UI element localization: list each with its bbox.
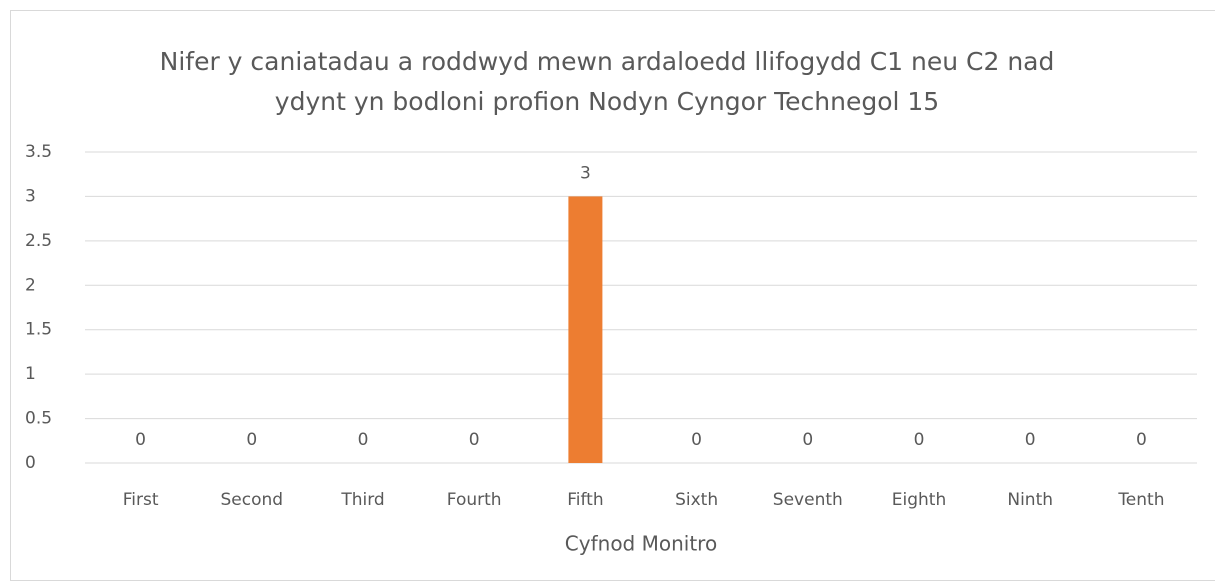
data-label: 0 xyxy=(1136,430,1147,450)
data-label: 0 xyxy=(358,430,369,450)
bar xyxy=(568,196,603,463)
x-tick-label: Fourth xyxy=(447,490,502,510)
data-label: 0 xyxy=(246,430,257,450)
y-tick-label: 0 xyxy=(25,453,36,473)
y-tick-label: 0.5 xyxy=(25,409,52,429)
y-tick-label: 1 xyxy=(25,364,36,384)
x-tick-label: First xyxy=(123,490,159,510)
x-axis-label: Cyfnod Monitro xyxy=(565,532,717,556)
y-tick-label: 3 xyxy=(25,186,36,206)
x-tick-label: Eighth xyxy=(892,490,946,510)
y-tick-label: 1.5 xyxy=(25,320,52,340)
data-label: 0 xyxy=(1025,430,1036,450)
x-tick-label: Ninth xyxy=(1007,490,1053,510)
x-tick-label: Fifth xyxy=(567,490,603,510)
x-tick-label: Third xyxy=(340,490,384,510)
chart-title: Nifer y caniatadau a roddwyd mewn ardalo… xyxy=(159,47,1055,116)
y-tick-label: 2.5 xyxy=(25,231,52,251)
y-tick-label: 3.5 xyxy=(25,142,52,162)
y-tick-label: 2 xyxy=(25,275,36,295)
data-label: 3 xyxy=(580,163,591,183)
data-label: 0 xyxy=(914,430,925,450)
x-tick-label: Seventh xyxy=(773,490,843,510)
data-label: 0 xyxy=(691,430,702,450)
data-label: 0 xyxy=(469,430,480,450)
data-label: 0 xyxy=(802,430,813,450)
x-tick-label: Sixth xyxy=(675,490,718,510)
chart-border xyxy=(10,10,1215,581)
data-label: 0 xyxy=(135,430,146,450)
x-tick-label: Second xyxy=(221,490,284,510)
x-tick-label: Tenth xyxy=(1117,490,1164,510)
